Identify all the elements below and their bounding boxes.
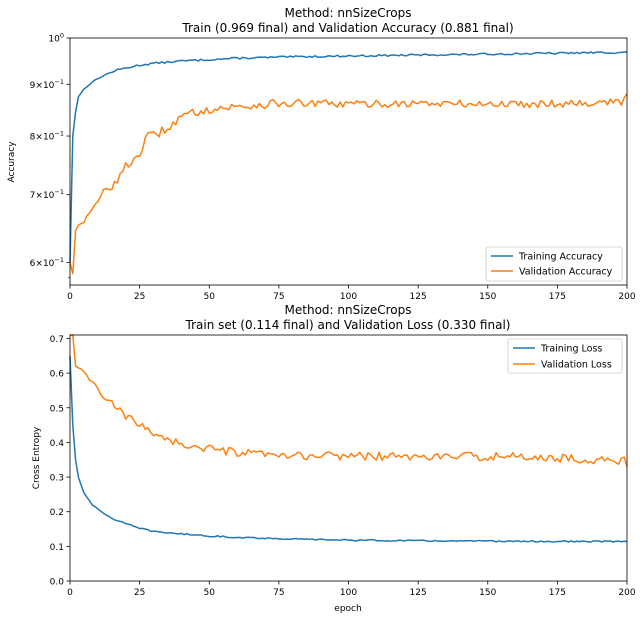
loss-x-tick-label: 175 [549, 588, 566, 598]
loss-y-tick-label: 0.0 [50, 578, 65, 588]
accuracy-x-tick-label: 175 [549, 292, 566, 302]
accuracy-subplot: Method: nnSizeCrops Train (0.969 final) … [7, 6, 636, 302]
accuracy-plot-frame [69, 37, 628, 286]
legend-label-validation-accuracy: Validation Accuracy [519, 267, 613, 278]
accuracy-series-line-validation-accuracy [69, 93, 628, 275]
accuracy-x-tick-label: 125 [410, 292, 427, 302]
loss-title-line1: Method: nnSizeCrops [285, 303, 412, 317]
accuracy-title-line2: Train (0.969 final) and Validation Accur… [181, 21, 513, 35]
legend-label-validation-loss: Validation Loss [541, 360, 612, 371]
loss-x-tick-label: 200 [618, 588, 635, 598]
loss-x-tick-label: 75 [273, 588, 284, 598]
accuracy-x-tick-label: 200 [618, 292, 635, 302]
loss-title-line2: Train set (0.114 final) and Validation L… [185, 318, 511, 332]
loss-y-tick-label: 0.7 [50, 335, 64, 345]
loss-x-axis-label: epoch [334, 604, 361, 614]
loss-legend: Training Loss Validation Loss [507, 338, 623, 374]
accuracy-legend-box [485, 246, 623, 282]
loss-subplot: Method: nnSizeCrops Train set (0.114 fin… [32, 303, 636, 614]
accuracy-legend: Training Accuracy Validation Accuracy [485, 246, 623, 282]
legend-label-training-accuracy: Training Accuracy [518, 252, 603, 263]
accuracy-ticks: 0 25 50 75 100 125 150 175 200 6×10−1 7×10−1 8×10−1… [30, 32, 636, 303]
loss-series-lines [69, 334, 628, 543]
loss-y-axis-label: Cross Entropy [32, 426, 42, 489]
legend-label-training-loss: Training Loss [540, 344, 602, 355]
loss-x-tick-label: 50 [204, 588, 216, 598]
loss-y-tick-label: 0.6 [50, 370, 65, 380]
accuracy-series-lines [69, 51, 628, 275]
loss-x-tick-label: 125 [410, 588, 427, 598]
accuracy-y-tick-label: 8×10−1 [30, 130, 64, 143]
loss-y-tick-label: 0.1 [50, 543, 64, 553]
accuracy-x-tick-label: 25 [134, 292, 145, 302]
loss-ticks: 0 25 50 75 100 125 150 175 200 0.0 0.1 0.2 0.3 0.4 0.5… [50, 335, 636, 598]
accuracy-x-tick-label: 150 [479, 292, 496, 302]
accuracy-series-line-training-accuracy [69, 51, 628, 263]
accuracy-y-tick-label: 9×10−1 [30, 78, 64, 91]
loss-y-tick-label: 0.3 [50, 474, 64, 484]
loss-series-line-training-loss [69, 355, 628, 543]
accuracy-title-line1: Method: nnSizeCrops [285, 6, 412, 20]
loss-y-tick-label: 0.4 [50, 439, 65, 449]
loss-y-tick-label: 0.2 [50, 508, 64, 518]
loss-legend-box [507, 338, 623, 374]
loss-x-tick-label: 25 [134, 588, 145, 598]
accuracy-x-tick-label: 0 [67, 292, 73, 302]
loss-plot-frame [69, 334, 628, 582]
loss-x-tick-label: 150 [479, 588, 496, 598]
loss-y-tick-label: 0.5 [50, 404, 64, 414]
loss-x-tick-label: 0 [67, 588, 73, 598]
accuracy-y-tick-label: 100 [48, 32, 64, 45]
accuracy-y-tick-label: 6×10−1 [30, 256, 64, 269]
accuracy-y-tick-label: 7×10−1 [30, 188, 64, 201]
accuracy-x-tick-label: 100 [340, 292, 357, 302]
accuracy-y-axis-label: Accuracy [7, 141, 17, 183]
loss-series-line-validation-loss [70, 334, 628, 467]
loss-x-tick-label: 100 [340, 588, 357, 598]
accuracy-x-tick-label: 75 [273, 292, 284, 302]
accuracy-x-tick-label: 50 [204, 292, 216, 302]
